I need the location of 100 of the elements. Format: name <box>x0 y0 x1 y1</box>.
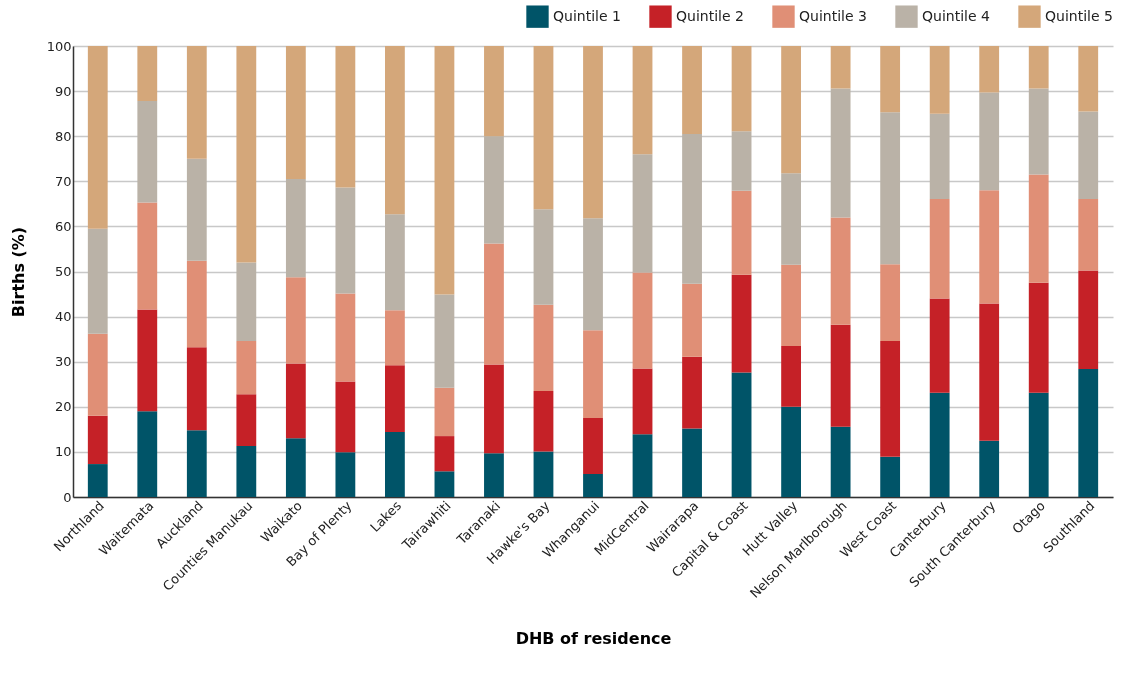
bar <box>1078 111 1099 199</box>
bar <box>979 190 1000 304</box>
bar <box>285 179 306 278</box>
bar <box>830 426 851 497</box>
bar <box>434 471 455 497</box>
bar <box>484 46 504 137</box>
y-tick-label: 100 <box>46 38 72 54</box>
bar <box>880 46 901 113</box>
y-tick-label: 10 <box>54 444 72 460</box>
bar <box>285 438 306 497</box>
bar <box>781 173 801 265</box>
bar <box>979 440 1000 497</box>
bar <box>731 131 752 191</box>
bar <box>880 112 901 265</box>
bar <box>1028 392 1049 497</box>
bar <box>583 474 603 497</box>
bar <box>484 364 504 454</box>
bar <box>880 340 901 457</box>
bar <box>385 310 405 366</box>
bar <box>186 46 207 159</box>
y-tick-label: 70 <box>54 173 72 189</box>
bar <box>335 187 356 294</box>
legend-label: Quintile 1 <box>553 7 621 24</box>
bar <box>929 113 950 199</box>
bar <box>731 372 752 497</box>
bar <box>385 46 405 215</box>
bar <box>236 46 257 263</box>
bar <box>979 303 1000 441</box>
legend-label: Quintile 3 <box>799 7 867 24</box>
bar <box>137 101 158 203</box>
bar <box>682 133 702 284</box>
bar <box>830 324 851 427</box>
bar <box>830 88 851 218</box>
y-axis-title: Births (%) <box>8 226 28 318</box>
bar <box>434 294 455 388</box>
bar <box>929 198 950 299</box>
bar <box>87 228 108 334</box>
bar <box>682 428 702 497</box>
bar <box>484 243 504 365</box>
bar <box>137 46 158 102</box>
bar <box>1078 270 1099 369</box>
bar <box>929 46 950 114</box>
bar <box>484 136 504 244</box>
bar <box>385 365 405 433</box>
bar <box>731 190 752 275</box>
y-tick-label: 50 <box>54 264 72 279</box>
y-tick-label: 90 <box>54 83 72 99</box>
y-tick-label: 0 <box>63 489 72 505</box>
bar <box>186 158 207 261</box>
bar <box>533 391 554 452</box>
bar <box>186 260 207 348</box>
bar <box>533 304 554 392</box>
bar <box>137 309 158 412</box>
bar <box>434 46 455 295</box>
bar <box>632 272 653 369</box>
bar <box>583 218 603 331</box>
bar <box>1078 46 1099 112</box>
bar <box>434 387 455 437</box>
bar <box>533 209 554 305</box>
bar <box>87 464 108 497</box>
y-tick-label: 30 <box>54 354 72 370</box>
bar <box>583 330 603 419</box>
bar <box>236 262 257 341</box>
bar <box>186 430 207 497</box>
legend-label: Quintile 4 <box>922 7 990 24</box>
bar <box>682 356 702 429</box>
bar <box>87 46 108 229</box>
y-tick-label: 40 <box>54 309 72 325</box>
y-tick-label: 80 <box>54 128 72 144</box>
bar <box>285 363 306 439</box>
bar <box>335 46 356 188</box>
legend-label: Quintile 2 <box>676 7 744 24</box>
bar <box>583 46 603 219</box>
bar <box>731 46 752 132</box>
legend-label: Quintile 5 <box>1045 7 1113 24</box>
bar <box>731 274 752 373</box>
bar <box>682 46 702 134</box>
bar <box>87 333 108 416</box>
bar <box>929 392 950 497</box>
bar <box>632 434 653 497</box>
bar <box>880 264 901 341</box>
bar <box>137 411 158 497</box>
bar <box>632 154 653 273</box>
bar <box>533 46 554 210</box>
y-tick-label: 20 <box>54 399 72 415</box>
bar <box>1028 174 1049 283</box>
bar <box>434 436 455 472</box>
bar <box>87 415 108 465</box>
bar <box>929 298 950 393</box>
bar <box>880 456 901 497</box>
bar <box>781 406 801 497</box>
bar <box>285 46 306 180</box>
bar <box>236 394 257 447</box>
bar <box>781 46 801 174</box>
bar <box>632 46 653 155</box>
bar <box>1028 282 1049 393</box>
bar <box>335 293 356 382</box>
y-tick-label: 60 <box>54 218 72 234</box>
bar <box>236 446 257 497</box>
bar <box>1028 88 1049 175</box>
